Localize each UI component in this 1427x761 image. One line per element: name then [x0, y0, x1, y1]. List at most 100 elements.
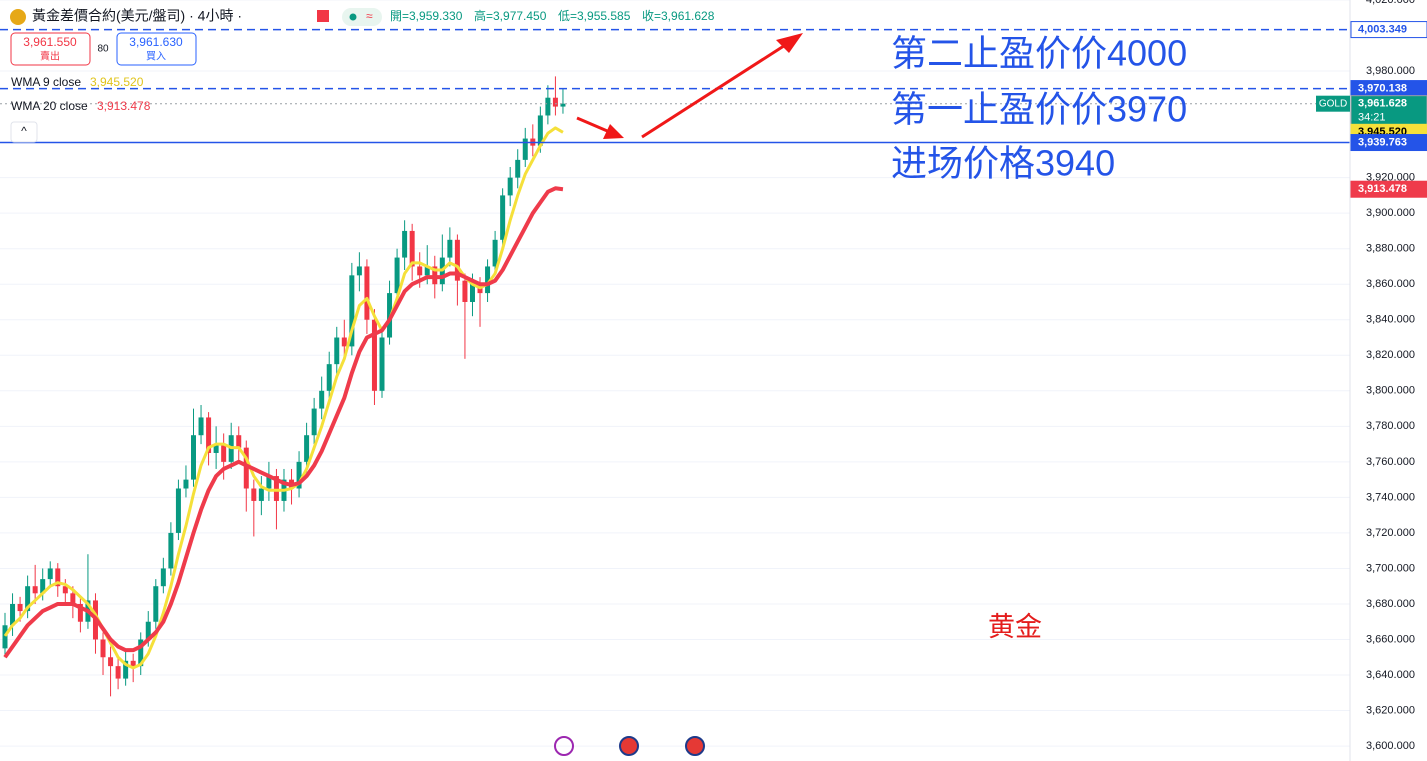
arrow [576, 116, 613, 135]
legend-name: WMA 9 close [11, 75, 81, 89]
ohlc-high: 高=3,977.450 [474, 8, 547, 23]
candle-body [160, 568, 166, 587]
candle-body [409, 230, 415, 267]
candle-body [115, 666, 121, 679]
arrow-head [603, 124, 624, 139]
buy-label: 買入 [146, 51, 166, 63]
ohlc-open: 開=3,959.330 [390, 9, 463, 23]
candle-body [522, 138, 528, 160]
candle-body [168, 532, 174, 569]
y-tick-label: 3,800.000 [1366, 385, 1415, 397]
candle-body [492, 239, 498, 267]
status-pill[interactable] [342, 8, 382, 26]
buy-price: 3,961.630 [129, 35, 183, 49]
event-icon[interactable] [685, 736, 705, 756]
candle-body [25, 586, 31, 612]
candle-body [138, 639, 144, 667]
candle-body [243, 447, 249, 489]
event-icon[interactable] [554, 736, 574, 756]
candle-body [251, 488, 257, 501]
y-tick-label: 3,640.000 [1366, 669, 1415, 681]
candle-body [552, 97, 558, 107]
candle-body [175, 488, 181, 533]
symbol-tag-label: GOLD [1319, 98, 1347, 109]
candle-body [462, 280, 468, 302]
flag-icon[interactable] [317, 10, 329, 22]
annotation: 进场价格3940 [891, 143, 1115, 184]
candle-body [32, 586, 38, 594]
countdown: 34:21 [1358, 112, 1386, 124]
candle-body [334, 337, 340, 365]
status-dot [349, 13, 357, 21]
candle-body [47, 568, 53, 580]
symbol-title: 黃金差價合約(美元/盤司) · 4小時 · [32, 8, 242, 24]
price-tag-label: 3,961.628 [1358, 98, 1407, 110]
ohlc-close: 收=3,961.628 [642, 9, 715, 23]
price-tag-label: 4,003.349 [1358, 23, 1407, 35]
y-tick-label: 3,720.000 [1366, 527, 1415, 539]
candle-body [560, 103, 566, 107]
spread: 80 [97, 44, 109, 55]
candle-body [371, 319, 377, 391]
y-tick-label: 3,860.000 [1366, 278, 1415, 290]
candle-body [402, 230, 408, 258]
y-tick-label: 3,740.000 [1366, 491, 1415, 503]
sell-button[interactable] [10, 32, 91, 66]
candle-body [10, 603, 16, 626]
candle-body [213, 444, 219, 453]
annotation: 黄金 [988, 612, 1042, 642]
y-tick-label: 3,840.000 [1366, 314, 1415, 326]
buy-button[interactable] [116, 32, 197, 66]
legend-value: 3,945.520 [90, 75, 144, 89]
event-icon[interactable] [619, 736, 639, 756]
legend-name: WMA 20 close [11, 99, 88, 113]
y-tick-label: 3,900.000 [1366, 207, 1415, 219]
y-tick-label: 4,020.000 [1366, 0, 1415, 6]
annotation: 第一止盈价价3970 [891, 89, 1187, 130]
arrow [641, 40, 791, 139]
ohlc-low: 低=3,955.585 [558, 9, 631, 23]
candle-body [130, 660, 136, 667]
arrow-head [776, 33, 803, 53]
price-tag-label: 3,913.478 [1358, 183, 1407, 195]
y-tick-label: 3,760.000 [1366, 456, 1415, 468]
symbol-tag [1316, 95, 1350, 112]
candle-body [153, 586, 159, 622]
candle-body [311, 408, 317, 436]
candle-body [191, 435, 196, 480]
y-tick-label: 3,680.000 [1366, 598, 1415, 610]
price-tag-label: 3,970.138 [1358, 82, 1407, 94]
candle-body [123, 660, 129, 679]
y-tick-label: 3,620.000 [1366, 704, 1415, 716]
candle-body [515, 159, 521, 178]
price-tag-label: 3,939.763 [1358, 136, 1407, 148]
candle-body [379, 337, 385, 391]
candle-body [70, 593, 76, 604]
status-icon: ≈ [366, 9, 373, 23]
candle-body [17, 603, 23, 612]
candle-body [326, 364, 332, 391]
candle-body [537, 115, 543, 146]
candle-body [417, 266, 423, 276]
y-tick-label: 3,600.000 [1366, 740, 1415, 752]
sell-price: 3,961.550 [23, 35, 77, 49]
price-tag [1350, 21, 1427, 39]
candle-body [349, 275, 355, 347]
candle-body [341, 337, 347, 347]
y-tick-label: 3,920.000 [1366, 172, 1415, 184]
legend-value: 3,913.478 [97, 99, 151, 113]
sell-label: 賣出 [40, 50, 60, 63]
candle-body [55, 568, 61, 587]
candle-body [447, 239, 453, 258]
y-tick-label: 3,980.000 [1366, 65, 1415, 77]
candle-body [258, 488, 264, 501]
wma-line [3, 126, 564, 670]
candle-body [304, 435, 310, 462]
collapse-button[interactable] [10, 121, 38, 143]
candle-body [454, 239, 460, 281]
symbol-icon [10, 9, 26, 25]
y-tick-label: 3,820.000 [1366, 349, 1415, 361]
y-tick-label: 3,780.000 [1366, 420, 1415, 432]
wma-line [3, 186, 564, 659]
